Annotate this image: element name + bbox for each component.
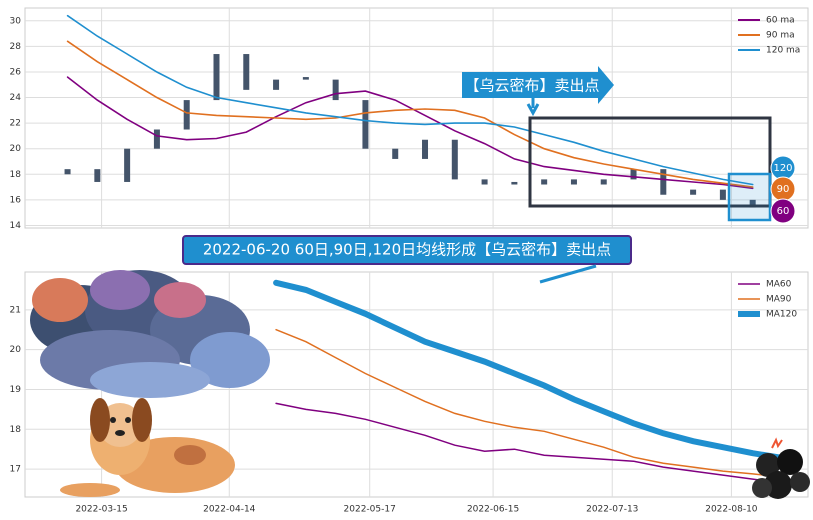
banner-pointer: [539, 264, 597, 284]
x-tick-label: 2022-05-17: [344, 505, 396, 515]
y-tick-label: 24: [10, 93, 22, 103]
candle-body: [690, 189, 697, 195]
x-tick-label: 2022-03-15: [75, 505, 127, 515]
x-tick-label: 2022-04-14: [203, 505, 256, 515]
candle-body: [392, 148, 399, 159]
candle-body: [273, 79, 280, 90]
legend-label: MA90: [766, 295, 792, 305]
candle-body: [451, 139, 458, 180]
legend-label: 60 ma: [766, 16, 795, 26]
end-label: 60: [777, 206, 790, 217]
candle-body: [422, 139, 429, 159]
candle-body: [660, 169, 667, 195]
callout-arrow: [462, 66, 614, 104]
x-tick-label: 2022-08-10: [705, 505, 758, 515]
x-tick-label: 2022-07-13: [586, 505, 638, 515]
end-label-badge: [770, 198, 796, 224]
y-tick-label: 19: [10, 385, 22, 395]
candle-body: [511, 181, 518, 185]
storm-cloud: [30, 270, 270, 398]
candle-body: [124, 148, 131, 182]
y-tick-label: 18: [10, 425, 22, 435]
end-label: 120: [773, 163, 792, 174]
dog: [60, 398, 235, 497]
legend-label: 120 ma: [766, 46, 800, 56]
candle-body: [541, 179, 548, 185]
highlight-box: [528, 116, 772, 208]
candle-body: [570, 179, 577, 185]
banner: [182, 235, 632, 265]
candle-body: [243, 54, 250, 90]
y-tick-label: 20: [10, 345, 22, 355]
ma-line: [273, 279, 786, 461]
banner-text: 2022-06-20 60日,90日,120日均线形成【乌云密布】卖出点: [203, 241, 611, 259]
candle-body: [64, 169, 71, 175]
callout-text: 【乌云密布】卖出点: [464, 77, 599, 95]
end-label: 90: [777, 184, 790, 195]
x-tick-label: 2022-06-15: [467, 505, 519, 515]
ma-line: [66, 40, 754, 188]
y-tick-label: 14: [10, 221, 22, 231]
y-tick-label: 18: [10, 170, 22, 180]
candle-body: [213, 54, 220, 101]
y-tick-label: 16: [10, 195, 22, 205]
legend-label: 90 ma: [766, 31, 795, 41]
candle-body: [153, 129, 160, 149]
candle-body: [749, 199, 756, 208]
callout-pointer: [526, 98, 540, 117]
candle-body: [719, 189, 726, 200]
ma-line: [66, 76, 754, 190]
candle-body: [362, 100, 369, 149]
candle-body: [630, 169, 637, 180]
dark-cloud: [752, 437, 810, 499]
y-tick-label: 20: [10, 144, 22, 154]
legend-label: MA60: [766, 280, 792, 290]
candle-body: [332, 79, 339, 101]
y-tick-label: 21: [10, 305, 21, 315]
y-tick-label: 22: [10, 119, 21, 129]
candle-body: [94, 169, 101, 182]
y-tick-label: 30: [10, 16, 22, 26]
zoom-box: [727, 172, 772, 222]
candle-body: [481, 179, 488, 185]
candle-body: [183, 100, 190, 130]
ma-line: [275, 328, 784, 478]
ma-line: [66, 14, 754, 186]
candle-body: [600, 179, 607, 185]
candle-body: [302, 77, 309, 80]
y-tick-label: 17: [10, 465, 21, 475]
y-tick-label: 26: [10, 67, 22, 77]
y-tick-label: 28: [10, 42, 22, 52]
legend-label: MA120: [766, 310, 797, 320]
ma-line: [275, 402, 784, 484]
